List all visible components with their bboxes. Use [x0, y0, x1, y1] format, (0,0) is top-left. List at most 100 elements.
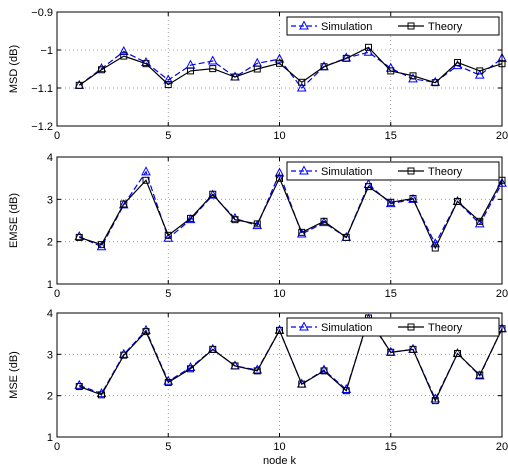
data-point [320, 217, 328, 225]
data-point [185, 214, 196, 224]
series-line [79, 316, 503, 403]
y-tick-label: 1 [47, 432, 53, 444]
x-tick-label: 0 [54, 441, 60, 453]
data-point [298, 228, 306, 236]
data-point [409, 345, 417, 353]
data-point [164, 81, 172, 89]
legend: Simulation Theory [286, 317, 500, 337]
y-tick-label: 2 [47, 237, 53, 249]
data-point [454, 59, 461, 67]
data-point [74, 379, 85, 389]
data-point [163, 232, 174, 242]
data-point [74, 231, 85, 241]
subplot-msd: 0 5 10 15 20 −1.2 −1.1 −1 −0.9 MSD (dB) Simulation… [8, 7, 508, 142]
data-point [207, 55, 218, 65]
series-theory [75, 314, 506, 405]
legend-marker [299, 321, 309, 331]
data-point [163, 74, 174, 84]
legend-label: Simulation [321, 322, 372, 334]
y-tick-label: −1 [40, 45, 53, 57]
data-point [253, 220, 261, 228]
data-point [320, 367, 328, 375]
data-point [163, 375, 174, 385]
y-tick-label: 4 [47, 308, 53, 320]
data-point [207, 189, 218, 199]
data-point [231, 73, 239, 81]
x-tick-label: 15 [385, 130, 397, 142]
data-point [454, 197, 461, 205]
legend-marker [407, 167, 415, 175]
x-tick-label: 10 [273, 130, 285, 142]
y-tick-label: 2 [47, 391, 53, 403]
data-point [142, 176, 150, 184]
legend-label: Simulation [321, 21, 372, 33]
data-point [298, 78, 306, 86]
data-point [96, 388, 107, 398]
data-point [120, 351, 128, 359]
y-tick-label: 3 [47, 194, 53, 206]
data-point [274, 167, 285, 177]
data-point [365, 43, 372, 51]
x-tick-label: 0 [54, 288, 60, 300]
series-line [79, 170, 503, 248]
data-point [231, 362, 239, 370]
y-axis-label: EMSE (dB) [8, 193, 20, 248]
legend: Simulation Theory [286, 161, 500, 181]
legend: Simulation Theory [286, 16, 500, 36]
data-point [476, 217, 484, 225]
data-point [98, 66, 105, 74]
x-tick-label: 20 [496, 288, 508, 300]
subplot-emse: 0 5 10 15 20 1 2 3 4 EMSE (dB) Simulation Theory [8, 152, 508, 300]
data-point [342, 387, 350, 395]
data-point [253, 367, 261, 375]
data-point [209, 190, 217, 198]
data-point [276, 326, 283, 334]
data-point [96, 241, 107, 251]
data-point [209, 65, 217, 73]
data-point [75, 81, 83, 89]
data-point [141, 324, 151, 334]
data-point [276, 174, 283, 182]
legend-box [286, 16, 500, 36]
series-theory [75, 43, 506, 89]
data-point [296, 228, 307, 238]
y-tick-label: −0.9 [31, 7, 53, 19]
data-point [120, 52, 128, 60]
legend-box [286, 161, 500, 181]
data-point [120, 200, 128, 208]
legend-label: Theory [428, 166, 463, 178]
x-tick-label: 0 [54, 130, 60, 142]
legend-label: Simulation [321, 166, 372, 178]
data-point [298, 380, 306, 388]
x-axis-label: node k [263, 455, 297, 467]
data-point [320, 63, 328, 71]
data-point [118, 199, 129, 209]
data-point [474, 370, 485, 380]
x-tick-label: 10 [273, 288, 285, 300]
x-tick-label: 5 [165, 288, 171, 300]
data-point [476, 67, 484, 75]
legend-label: Theory [428, 322, 463, 334]
data-point [209, 345, 217, 353]
data-point [164, 378, 172, 386]
data-point [342, 233, 350, 241]
data-point [296, 82, 307, 92]
data-point [141, 166, 151, 176]
data-point [385, 198, 396, 208]
x-tick-label: 10 [273, 441, 285, 453]
data-point [98, 391, 105, 399]
data-point [431, 244, 439, 252]
data-point [118, 45, 129, 56]
data-point [252, 364, 263, 374]
data-point [75, 233, 83, 241]
series-theory [75, 174, 506, 252]
data-point [409, 72, 417, 80]
data-point [142, 60, 150, 68]
data-point [276, 59, 283, 67]
data-point [431, 397, 439, 405]
data-point [187, 214, 194, 222]
data-point [252, 220, 263, 230]
data-point [387, 348, 395, 356]
y-axis-label: MSE (dB) [8, 351, 20, 399]
data-point [474, 218, 485, 228]
